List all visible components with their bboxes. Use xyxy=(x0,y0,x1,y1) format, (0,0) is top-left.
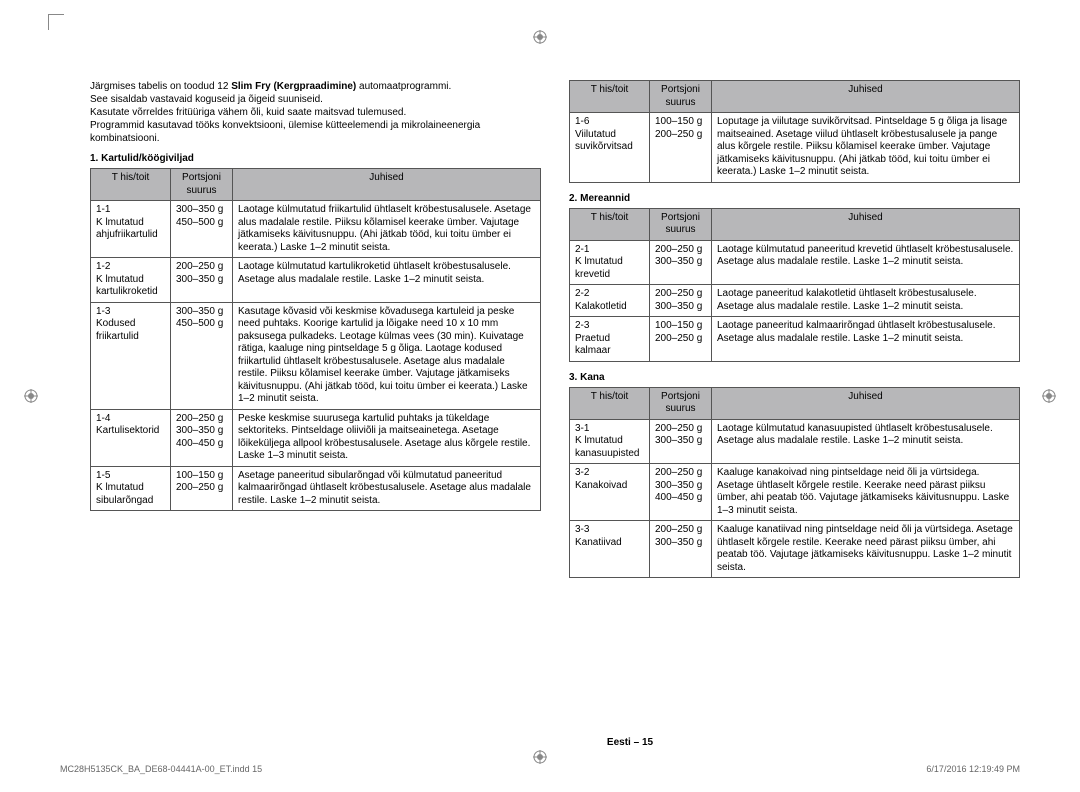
table-row: 1-6Viilutatudsuvikõrvitsad100–150 g200–2… xyxy=(570,113,1020,183)
th-guide: Juhised xyxy=(712,81,1020,113)
th-food: T his/toit xyxy=(570,208,650,240)
table-cell: Kaaluge kanakoivad ning pintseldage neid… xyxy=(712,464,1020,521)
table-cell: 1-4Kartulisektorid xyxy=(91,409,171,466)
table-row: 2-2Kalakotletid200–250 g300–350 gLaotage… xyxy=(570,285,1020,317)
table-row: 3-3Kanatiivad200–250 g300–350 gKaaluge k… xyxy=(570,521,1020,578)
table-cell: 200–250 g300–350 g xyxy=(171,258,233,303)
th-portion: Portsjonisuurus xyxy=(171,169,233,201)
table-cell: 1-3Kodusedfriikartulid xyxy=(91,302,171,409)
intro-line3: Kasutate võrreldes fritüüriga vähem õli,… xyxy=(90,107,406,118)
th-portion: Portsjonisuurus xyxy=(650,81,712,113)
table-sec1-cont: T his/toit Portsjonisuurus Juhised 1-6Vi… xyxy=(569,80,1020,183)
th-guide: Juhised xyxy=(712,387,1020,419)
table-cell: Kaaluge kanatiivad ning pintseldage neid… xyxy=(712,521,1020,578)
table-cell: Kasutage kõvasid või keskmise kõvadusega… xyxy=(233,302,541,409)
table-row: 1-3Kodusedfriikartulid300–350 g450–500 g… xyxy=(91,302,541,409)
table-row: 1-1K lmutatudahjufriikartulid300–350 g45… xyxy=(91,201,541,258)
section2-title: 2. Mereannid xyxy=(569,193,1020,204)
intro-line1c: automaatprogrammi. xyxy=(356,81,451,92)
table-cell: Laotage külmutatud kartulikroketid ühtla… xyxy=(233,258,541,303)
th-food: T his/toit xyxy=(570,387,650,419)
right-column: T his/toit Portsjonisuurus Juhised 1-6Vi… xyxy=(569,80,1020,588)
table-cell: Loputage ja viilutage suvikõrvitsad. Pin… xyxy=(712,113,1020,183)
page-footer: Eesti – 15 xyxy=(90,737,1080,748)
table-cell: Asetage paneeritud sibularõngad või külm… xyxy=(233,466,541,511)
table-cell: Peske keskmise suurusega kartulid puhtak… xyxy=(233,409,541,466)
table-cell: 2-3Praetudkalmaar xyxy=(570,317,650,362)
left-column: Järgmises tabelis on toodud 12 Slim Fry … xyxy=(90,80,541,588)
intro-line2: See sisaldab vastavaid koguseid ja õigei… xyxy=(90,94,323,105)
table-cell: 1-2K lmutatudkartulikroketid xyxy=(91,258,171,303)
intro-line1a: Järgmises tabelis on toodud 12 xyxy=(90,81,231,92)
table-cell: 2-2Kalakotletid xyxy=(570,285,650,317)
table-row: 1-4Kartulisektorid200–250 g300–350 g400–… xyxy=(91,409,541,466)
table-cell: Laotage külmutatud paneeritud krevetid ü… xyxy=(712,240,1020,285)
th-food: T his/toit xyxy=(91,169,171,201)
section1-title: 1. Kartulid/köögiviljad xyxy=(90,153,541,164)
table-cell: 200–250 g300–350 g400–450 g xyxy=(171,409,233,466)
table-row: 1-5K lmutatudsibularõngad100–150 g200–25… xyxy=(91,466,541,511)
table-sec3: T his/toit Portsjonisuurus Juhised 3-1K … xyxy=(569,387,1020,579)
table-row: 2-3Praetudkalmaar100–150 g200–250 gLaota… xyxy=(570,317,1020,362)
intro-text: Järgmises tabelis on toodud 12 Slim Fry … xyxy=(90,80,541,145)
th-guide: Juhised xyxy=(712,208,1020,240)
columns: Järgmises tabelis on toodud 12 Slim Fry … xyxy=(90,80,1020,588)
intro-line1b: Slim Fry (Kergpraadimine) xyxy=(231,81,356,92)
table-cell: Laotage paneeritud kalakotletid ühtlasel… xyxy=(712,285,1020,317)
table-cell: 200–250 g300–350 g xyxy=(650,521,712,578)
intro-line4: Programmid kasutavad tööks konvektsiooni… xyxy=(90,120,480,144)
table-cell: 1-5K lmutatudsibularõngad xyxy=(91,466,171,511)
th-food: T his/toit xyxy=(570,81,650,113)
table-cell: 3-2Kanakoivad xyxy=(570,464,650,521)
table-cell: 300–350 g450–500 g xyxy=(171,302,233,409)
th-guide: Juhised xyxy=(233,169,541,201)
footnote-right: 6/17/2016 12:19:49 PM xyxy=(926,764,1020,774)
table-row: 2-1K lmutatudkrevetid200–250 g300–350 gL… xyxy=(570,240,1020,285)
page: Järgmises tabelis on toodud 12 Slim Fry … xyxy=(0,0,1080,792)
table-cell: 200–250 g300–350 g xyxy=(650,240,712,285)
table-cell: Laotage külmutatud friikartulid ühtlasel… xyxy=(233,201,541,258)
table-row: 3-2Kanakoivad200–250 g300–350 g400–450 g… xyxy=(570,464,1020,521)
footnote-left: MC28H5135CK_BA_DE68-04441A-00_ET.indd 15 xyxy=(60,764,262,774)
table-cell: 1-1K lmutatudahjufriikartulid xyxy=(91,201,171,258)
table-cell: 200–250 g300–350 g400–450 g xyxy=(650,464,712,521)
table-cell: 3-3Kanatiivad xyxy=(570,521,650,578)
section3-title: 3. Kana xyxy=(569,372,1020,383)
table-cell: 100–150 g200–250 g xyxy=(171,466,233,511)
th-portion: Portsjonisuurus xyxy=(650,387,712,419)
table-cell: 100–150 g200–250 g xyxy=(650,113,712,183)
table-cell: 100–150 g200–250 g xyxy=(650,317,712,362)
table-sec2: T his/toit Portsjonisuurus Juhised 2-1K … xyxy=(569,208,1020,362)
table-cell: 2-1K lmutatudkrevetid xyxy=(570,240,650,285)
th-portion: Portsjonisuurus xyxy=(650,208,712,240)
footnote: MC28H5135CK_BA_DE68-04441A-00_ET.indd 15… xyxy=(60,764,1020,774)
table-cell: 300–350 g450–500 g xyxy=(171,201,233,258)
table-row: 3-1K lmutatudkanasuupisted200–250 g300–3… xyxy=(570,419,1020,464)
table-cell: 200–250 g300–350 g xyxy=(650,285,712,317)
table-row: 1-2K lmutatudkartulikroketid200–250 g300… xyxy=(91,258,541,303)
table-cell: Laotage külmutatud kanasuupisted ühtlase… xyxy=(712,419,1020,464)
table-cell: 1-6Viilutatudsuvikõrvitsad xyxy=(570,113,650,183)
table-cell: 3-1K lmutatudkanasuupisted xyxy=(570,419,650,464)
table-cell: 200–250 g300–350 g xyxy=(650,419,712,464)
table-sec1: T his/toit Portsjonisuurus Juhised 1-1K … xyxy=(90,168,541,511)
table-cell: Laotage paneeritud kalmaarirõngad ühtlas… xyxy=(712,317,1020,362)
